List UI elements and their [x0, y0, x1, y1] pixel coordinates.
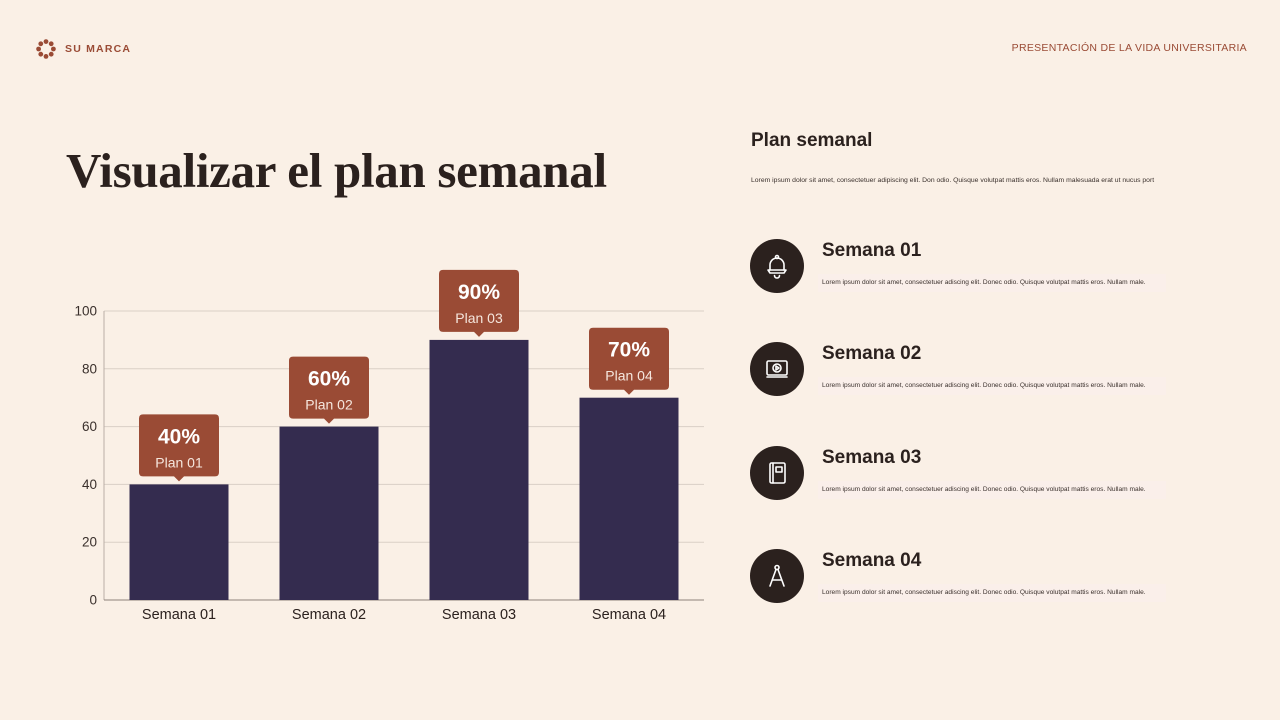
presentation-title: PRESENTACIÓN DE LA VIDA UNIVERSITARIA [1011, 42, 1247, 54]
flower-ring-icon [36, 39, 56, 59]
bar [129, 484, 229, 600]
callout-box [139, 414, 219, 482]
week-text: Lorem ipsum dolor sit amet, consectetuer… [818, 584, 1166, 602]
brand-name: SU MARCA [65, 43, 132, 55]
plan-label: Plan 01 [155, 454, 203, 470]
x-tick-label: Semana 02 [292, 607, 366, 623]
week-label: Semana 01 [822, 240, 922, 261]
notebook-icon [750, 446, 804, 500]
data-label: 40% [158, 425, 200, 448]
data-label: 60% [308, 368, 350, 391]
week-text: Lorem ipsum dolor sit amet, consectetuer… [818, 377, 1166, 395]
x-tick-label: Semana 03 [442, 607, 516, 623]
y-tick-label: 80 [82, 361, 97, 376]
plan-label: Plan 02 [305, 397, 353, 413]
plan-description: Lorem ipsum dolor sit amet, consectetuer… [751, 177, 1155, 184]
bell-icon [750, 239, 804, 293]
compass-icon [750, 549, 804, 603]
y-tick-label: 0 [89, 593, 97, 608]
bar [429, 339, 529, 600]
y-tick-label: 100 [74, 304, 97, 319]
data-label: 90% [458, 281, 500, 304]
x-tick-label: Semana 01 [142, 607, 216, 623]
week-label: Semana 04 [822, 550, 922, 571]
week-item-04: Semana 04 Lorem ipsum dolor sit amet, co… [750, 549, 1180, 609]
page-title: Visualizar el plan semanal [66, 143, 607, 198]
callout-box [589, 327, 669, 395]
callout-box [439, 269, 519, 337]
plan-label: Plan 04 [605, 368, 653, 384]
y-tick-label: 40 [82, 477, 97, 492]
x-tick-label: Semana 04 [592, 607, 666, 623]
brand: SU MARCA [36, 39, 131, 59]
week-item-02: Semana 02 Lorem ipsum dolor sit amet, co… [750, 342, 1180, 402]
week-text: Lorem ipsum dolor sit amet, consectetuer… [818, 481, 1166, 499]
week-text: Lorem ipsum dolor sit amet, consectetuer… [818, 274, 1166, 292]
data-label: 70% [608, 339, 650, 362]
week-item-03: Semana 03 Lorem ipsum dolor sit amet, co… [750, 446, 1180, 506]
plan-title: Plan semanal [751, 130, 873, 151]
week-label: Semana 03 [822, 447, 922, 468]
bar [579, 397, 679, 600]
y-tick-label: 20 [82, 535, 97, 550]
bar [279, 426, 379, 600]
bar-chart: 0 20 40 60 80 100 Semana 01 40% Plan 01 Semana 02… [74, 269, 704, 623]
y-tick-label: 60 [82, 419, 97, 434]
week-item-01: Semana 01 Lorem ipsum dolor sit amet, co… [750, 239, 1180, 299]
plan-label: Plan 03 [455, 310, 503, 326]
callout-box [289, 356, 369, 424]
week-label: Semana 02 [822, 343, 922, 364]
video-player-icon [750, 342, 804, 396]
